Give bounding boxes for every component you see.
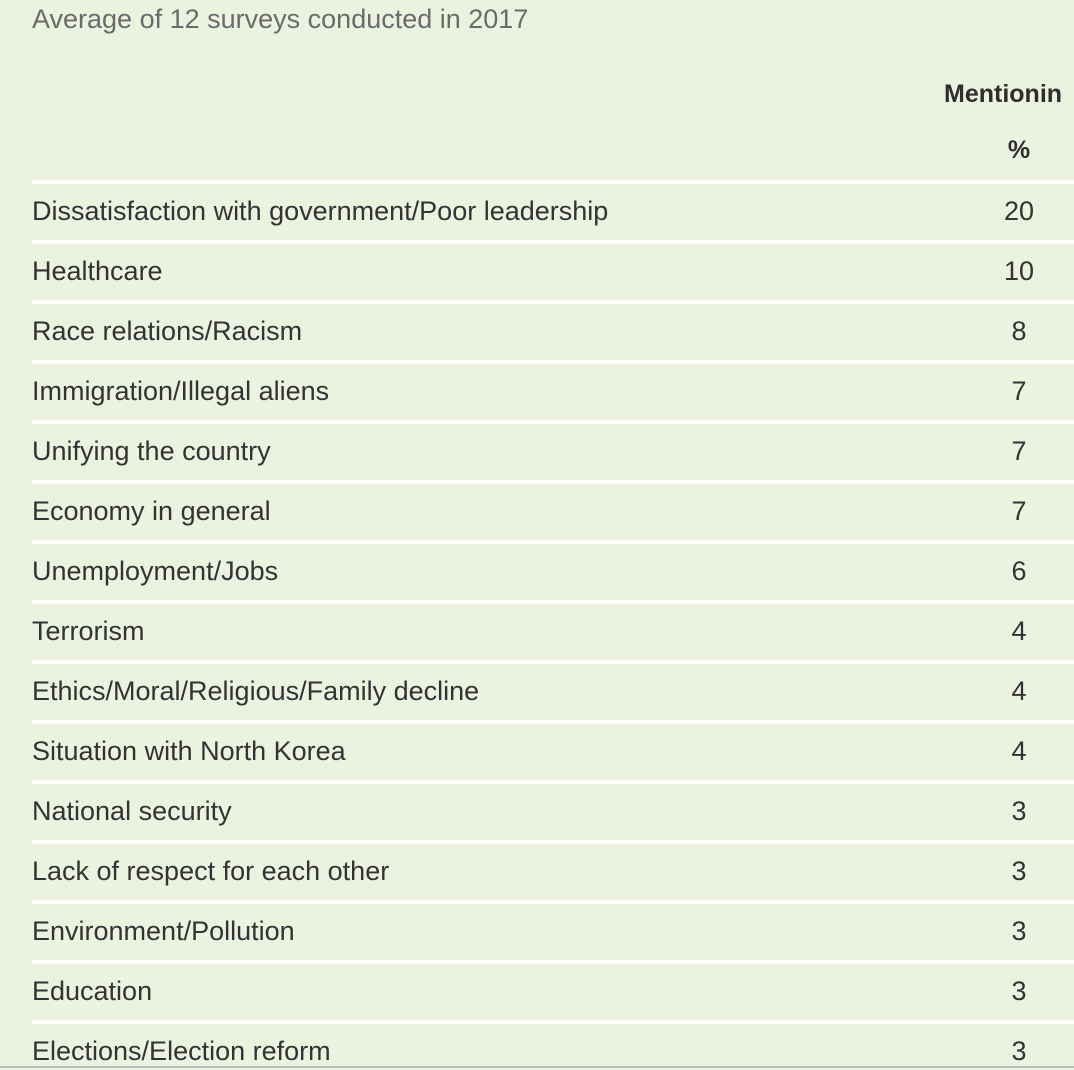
table-row: Immigration/Illegal aliens 7 <box>32 360 1074 420</box>
row-value: 3 <box>1011 856 1027 886</box>
table-row: Situation with North Korea 4 <box>32 720 1074 780</box>
row-value: 3 <box>1011 976 1027 1006</box>
row-label: Immigration/Illegal aliens <box>32 376 330 406</box>
bottom-divider <box>0 1066 1074 1068</box>
row-label: National security <box>32 796 232 826</box>
row-label: Race relations/Racism <box>32 316 303 346</box>
row-value: 10 <box>1003 256 1035 286</box>
table-row: Economy in general 7 <box>32 480 1074 540</box>
table-subtitle: Average of 12 surveys conducted in 2017 <box>32 4 529 34</box>
table-row: Education 3 <box>32 960 1074 1020</box>
table-row: Unemployment/Jobs 6 <box>32 540 1074 600</box>
table-row: Lack of respect for each other 3 <box>32 840 1074 900</box>
row-label: Healthcare <box>32 256 163 286</box>
row-value: 7 <box>1011 376 1027 406</box>
column-header-mentioning: Mentionin <box>944 80 1063 108</box>
row-label: Lack of respect for each other <box>32 856 390 886</box>
row-label: Environment/Pollution <box>32 916 295 946</box>
row-value: 3 <box>1011 796 1027 826</box>
column-unit-percent: % <box>1007 136 1031 164</box>
row-value: 4 <box>1011 676 1027 706</box>
row-label: Dissatisfaction with government/Poor lea… <box>32 196 609 226</box>
table-row: Environment/Pollution 3 <box>32 900 1074 960</box>
row-value: 8 <box>1011 316 1027 346</box>
row-value: 7 <box>1011 436 1027 466</box>
row-label: Elections/Election reform <box>32 1036 331 1066</box>
row-value: 6 <box>1011 556 1027 586</box>
row-label: Economy in general <box>32 496 271 526</box>
table-row: National security 3 <box>32 780 1074 840</box>
row-label: Situation with North Korea <box>32 736 346 766</box>
row-value: 3 <box>1011 916 1027 946</box>
row-label: Education <box>32 976 153 1006</box>
row-value: 20 <box>1003 196 1035 226</box>
row-label: Unemployment/Jobs <box>32 556 279 586</box>
row-label: Terrorism <box>32 616 145 646</box>
table-row: Elections/Election reform 3 <box>32 1020 1074 1070</box>
table-row: Dissatisfaction with government/Poor lea… <box>32 180 1074 240</box>
table-row: Unifying the country 7 <box>32 420 1074 480</box>
row-label: Unifying the country <box>32 436 271 466</box>
row-value: 7 <box>1011 496 1027 526</box>
row-value: 4 <box>1011 616 1027 646</box>
row-label: Ethics/Moral/Religious/Family decline <box>32 676 480 706</box>
table-row: Ethics/Moral/Religious/Family decline 4 <box>32 660 1074 720</box>
row-value: 4 <box>1011 736 1027 766</box>
table-row: Terrorism 4 <box>32 600 1074 660</box>
row-value: 3 <box>1011 1036 1027 1066</box>
issues-table: Dissatisfaction with government/Poor lea… <box>32 180 1074 1070</box>
table-row: Healthcare 10 <box>32 240 1074 300</box>
table-row: Race relations/Racism 8 <box>32 300 1074 360</box>
